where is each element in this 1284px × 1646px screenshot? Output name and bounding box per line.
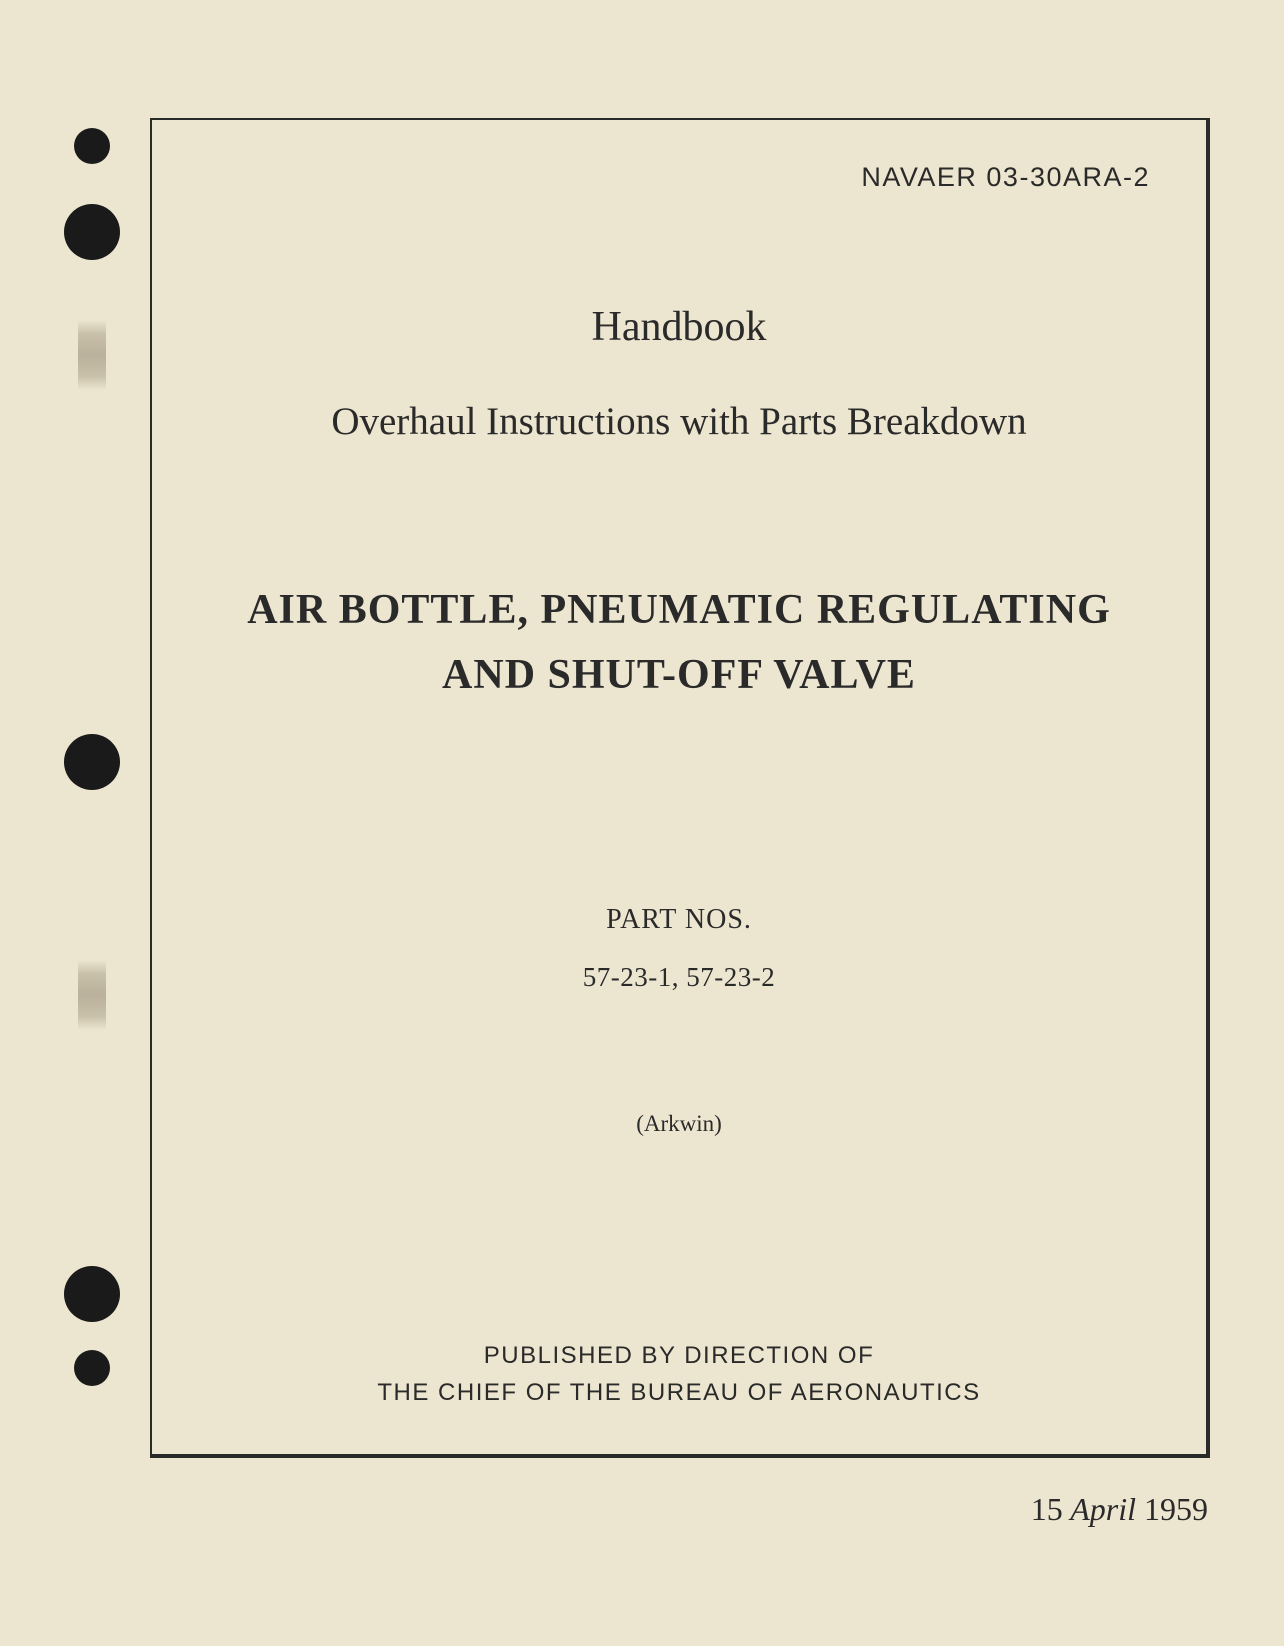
- publisher-block: PUBLISHED BY DIRECTION OF THE CHIEF OF T…: [200, 1337, 1158, 1411]
- date-month: April: [1070, 1491, 1136, 1527]
- punch-hole-icon: [64, 734, 120, 790]
- publisher-line-1: PUBLISHED BY DIRECTION OF: [200, 1337, 1158, 1374]
- publication-date: 15 April 1959: [1031, 1491, 1208, 1528]
- main-title: AIR BOTTLE, PNEUMATIC REGULATING AND SHU…: [200, 578, 1158, 708]
- handbook-label: Handbook: [200, 303, 1158, 351]
- content-frame: NAVAER 03-30ARA-2 Handbook Overhaul Inst…: [150, 118, 1210, 1458]
- part-numbers-values: 57-23-1, 57-23-2: [200, 962, 1158, 993]
- punch-hole-icon: [74, 1350, 110, 1386]
- part-numbers-label: PART NOS.: [200, 904, 1158, 936]
- binding-mark-icon: [78, 320, 106, 390]
- document-number: NAVAER 03-30ARA-2: [200, 162, 1150, 193]
- date-year: 1959: [1144, 1491, 1208, 1527]
- manufacturer: (Arkwin): [200, 1111, 1158, 1137]
- punch-hole-icon: [64, 1266, 120, 1322]
- document-page: NAVAER 03-30ARA-2 Handbook Overhaul Inst…: [0, 0, 1284, 1646]
- binding-mark-icon: [78, 960, 106, 1030]
- date-day: 15: [1031, 1491, 1063, 1527]
- punch-hole-icon: [74, 128, 110, 164]
- subtitle: Overhaul Instructions with Parts Breakdo…: [200, 399, 1158, 444]
- punch-hole-icon: [64, 204, 120, 260]
- publisher-line-2: THE CHIEF OF THE BUREAU OF AERONAUTICS: [200, 1374, 1158, 1411]
